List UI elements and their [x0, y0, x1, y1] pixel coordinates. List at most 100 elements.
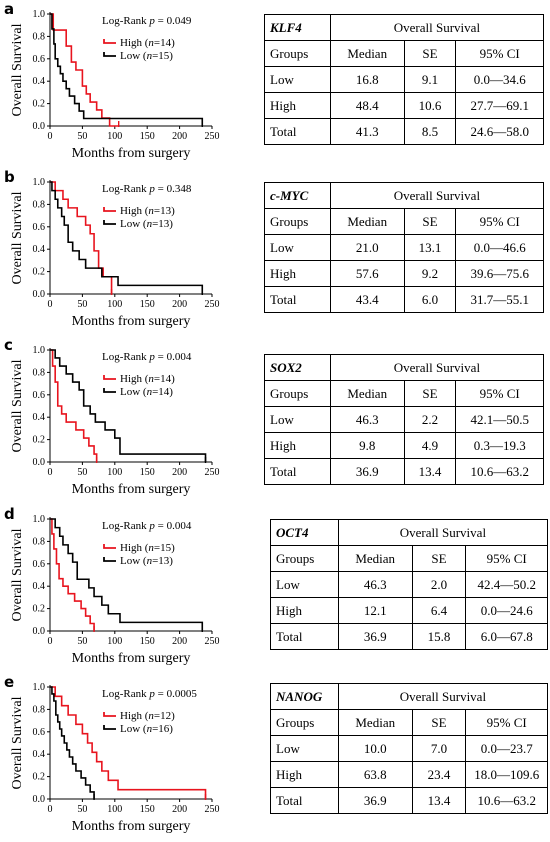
legend-label: Low (n=13) — [120, 218, 173, 230]
panel-label: c — [4, 336, 13, 354]
panel-label: a — [4, 0, 15, 18]
survival-curve-high — [50, 349, 98, 462]
table-cell: 46.3 — [329, 406, 405, 433]
legend-swatch — [103, 544, 116, 549]
legend-label: Low (n=16) — [120, 723, 173, 735]
survival-curve-high — [50, 13, 119, 127]
x-axis-title: Months from surgery — [72, 314, 191, 329]
table-cell: 7.0 — [411, 735, 467, 762]
legend-label: High (n=12) — [120, 710, 175, 722]
table-cell: 46.3 — [337, 571, 413, 598]
group-header: Overall Survival — [337, 683, 549, 710]
y-tick-label: 1.0 — [33, 345, 46, 356]
column-header: SE — [411, 545, 467, 572]
survival-table-4: NANOG Overall Survival Groups Median SE 95% C… — [270, 683, 549, 814]
y-tick-label: 0.2 — [33, 99, 46, 110]
panel-label: e — [4, 673, 15, 691]
legend-label: High (n=15) — [120, 542, 175, 554]
gene-name: SOX2 — [264, 354, 331, 381]
table-row: Low 10.0 7.0 0.0—23.7 — [270, 735, 548, 762]
survival-table-1: c-MYC Overall Survival Groups Median SE 95% C… — [264, 182, 545, 313]
table-cell: 23.4 — [411, 761, 467, 788]
y-tick-label: 0.4 — [33, 76, 46, 87]
panel-label: b — [4, 168, 15, 186]
table-cell: 31.7—55.1 — [455, 286, 544, 313]
table-cell: 36.9 — [329, 458, 405, 485]
survival-table-0: KLF4 Overall Survival Groups Median SE 95% CI… — [264, 14, 545, 145]
x-tick-label: 150 — [140, 299, 155, 310]
group-header: Overall Survival — [337, 519, 549, 546]
column-header: SE — [411, 709, 467, 736]
legend-swatch — [103, 725, 116, 730]
table-cell: 4.9 — [403, 432, 457, 459]
table-cell: 10.6 — [403, 92, 457, 119]
km-plot: 0.0 0.2 0.4 0.6 0.8 1.0 0 50 100 150 200 250 Months … — [10, 514, 220, 666]
group-label: Total — [264, 286, 331, 313]
y-tick-label: 0.6 — [33, 54, 46, 65]
y-tick-label: 0.2 — [33, 604, 46, 615]
panel-b: b 0.0 0.2 0.4 0.6 0.8 1.0 0 50 100 150 200 250 Months… — [0, 168, 550, 336]
legend-label: High (n=14) — [120, 37, 175, 49]
x-axis-title: Months from surgery — [72, 146, 191, 161]
group-label: High — [270, 761, 339, 788]
table-cell: 8.5 — [403, 118, 457, 145]
y-tick-label: 0.0 — [33, 626, 46, 637]
x-tick-label: 150 — [140, 636, 155, 647]
survival-curve-low — [50, 349, 207, 462]
y-tick-label: 0.0 — [33, 794, 46, 805]
table-row: Total 36.9 13.4 10.6—63.2 — [264, 458, 544, 485]
survival-table-2: SOX2 Overall Survival Groups Median SE 95% CI… — [264, 354, 545, 485]
x-tick-label: 200 — [172, 299, 187, 310]
y-tick-label: 0.0 — [33, 457, 46, 468]
table-row: High 48.4 10.6 27.7—69.1 — [264, 92, 544, 119]
x-tick-label: 0 — [48, 804, 53, 815]
y-tick-label: 0.0 — [33, 121, 46, 132]
column-header: SE — [403, 208, 457, 235]
group-header: Overall Survival — [329, 354, 545, 381]
table-cell: 43.4 — [329, 286, 405, 313]
table-cell: 48.4 — [329, 92, 405, 119]
y-tick-label: 0.2 — [33, 435, 46, 446]
x-tick-label: 50 — [77, 636, 87, 647]
column-header: 95% CI — [455, 40, 544, 67]
group-label: Low — [264, 234, 331, 261]
x-tick-label: 200 — [172, 131, 187, 142]
group-header: Overall Survival — [329, 182, 545, 209]
column-header: Median — [329, 208, 405, 235]
y-tick-label: 0.6 — [33, 222, 46, 233]
table-row: High 12.1 6.4 0.0—24.6 — [270, 597, 548, 624]
y-tick-label: 0.6 — [33, 390, 46, 401]
y-tick-label: 0.4 — [33, 749, 46, 760]
legend-swatch — [103, 388, 116, 393]
legend-swatch — [103, 220, 116, 225]
x-tick-label: 50 — [77, 299, 87, 310]
x-tick-label: 250 — [205, 467, 220, 478]
group-label: Total — [264, 458, 331, 485]
column-header: 95% CI — [455, 380, 544, 407]
x-tick-label: 150 — [140, 467, 155, 478]
column-header: 95% CI — [455, 208, 544, 235]
gene-name: KLF4 — [264, 14, 331, 41]
table-cell: 6.0 — [403, 286, 457, 313]
column-header: 95% CI — [465, 545, 548, 572]
legend-swatch — [103, 712, 116, 717]
x-tick-label: 100 — [107, 131, 122, 142]
x-tick-label: 250 — [205, 804, 220, 815]
x-tick-label: 50 — [77, 804, 87, 815]
group-label: Low — [270, 735, 339, 762]
survival-curve-low — [50, 181, 204, 294]
legend-swatch — [103, 207, 116, 212]
table-cell: 12.1 — [337, 597, 413, 624]
log-rank-annotation: Log-Rank p = 0.004 — [102, 520, 192, 532]
table-cell: 39.6—75.6 — [455, 260, 544, 287]
table-cell: 0.0—24.6 — [465, 597, 548, 624]
group-label: Total — [264, 118, 331, 145]
group-label: Low — [270, 571, 339, 598]
y-tick-label: 0.8 — [33, 367, 46, 378]
log-rank-annotation: Log-Rank p = 0.049 — [102, 15, 192, 27]
column-header: SE — [403, 380, 457, 407]
legend-swatch — [103, 39, 116, 44]
table-cell: 42.1—50.5 — [455, 406, 544, 433]
log-rank-annotation: Log-Rank p = 0.004 — [102, 351, 192, 363]
table-cell: 10.0 — [337, 735, 413, 762]
